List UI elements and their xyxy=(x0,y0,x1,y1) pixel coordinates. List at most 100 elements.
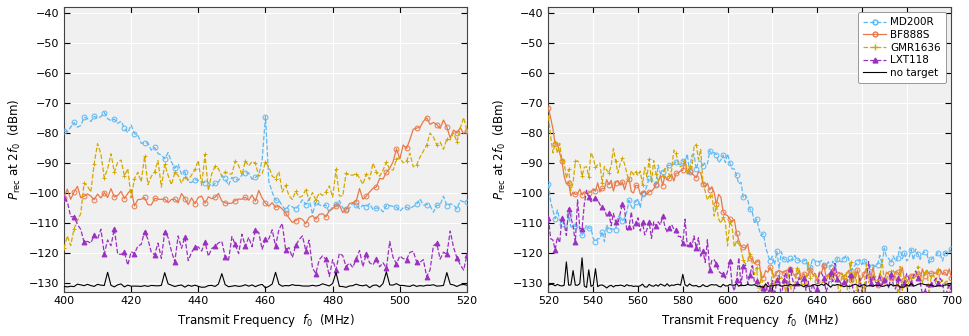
GMR1636 xyxy=(461,129,473,133)
MD200R xyxy=(317,204,328,208)
MD200R xyxy=(233,178,244,182)
MD200R xyxy=(577,233,588,237)
no target xyxy=(946,282,957,286)
no target xyxy=(881,283,892,287)
BF888S xyxy=(441,125,453,129)
Line: BF888S: BF888S xyxy=(61,115,469,226)
LXT118 xyxy=(330,268,342,272)
LXT118 xyxy=(461,253,473,257)
MD200R xyxy=(881,255,892,259)
no target xyxy=(578,284,590,288)
GMR1636 xyxy=(152,159,164,163)
no target xyxy=(577,256,588,260)
no target xyxy=(601,286,612,290)
Legend: MD200R, BF888S, GMR1636, LXT118, no target: MD200R, BF888S, GMR1636, LXT118, no targ… xyxy=(859,12,947,83)
GMR1636 xyxy=(735,247,747,251)
BF888S xyxy=(735,244,747,248)
no target xyxy=(260,286,271,290)
BF888S xyxy=(655,173,667,177)
no target xyxy=(659,284,671,288)
LXT118 xyxy=(946,291,957,295)
GMR1636 xyxy=(879,280,891,284)
no target xyxy=(230,284,241,288)
GMR1636 xyxy=(99,176,110,180)
no target xyxy=(461,283,473,287)
MD200R xyxy=(739,193,751,197)
LXT118 xyxy=(152,241,164,245)
MD200R xyxy=(102,117,113,121)
LXT118 xyxy=(657,214,669,218)
MD200R xyxy=(99,111,110,115)
MD200R xyxy=(946,247,957,251)
LXT118 xyxy=(58,196,70,200)
Line: LXT118: LXT118 xyxy=(546,188,953,303)
MD200R xyxy=(337,206,349,210)
no target xyxy=(313,283,325,287)
Line: MD200R: MD200R xyxy=(61,110,469,217)
MD200R xyxy=(655,172,667,176)
BF888S xyxy=(879,278,891,282)
BF888S xyxy=(58,196,70,200)
GMR1636 xyxy=(655,176,667,180)
BF888S xyxy=(300,221,312,225)
BF888S xyxy=(543,106,554,110)
no target xyxy=(333,284,345,288)
LXT118 xyxy=(310,271,322,276)
MD200R xyxy=(543,182,554,186)
MD200R xyxy=(603,228,614,232)
LXT118 xyxy=(230,243,241,247)
LXT118 xyxy=(737,263,749,267)
no target xyxy=(381,270,392,274)
no target xyxy=(152,284,164,288)
GMR1636 xyxy=(457,116,469,120)
no target xyxy=(608,285,619,289)
no target xyxy=(99,284,110,288)
GMR1636 xyxy=(230,159,241,163)
no target xyxy=(58,284,70,288)
X-axis label: Transmit Frequency  $f_0$  (MHz): Transmit Frequency $f_0$ (MHz) xyxy=(661,312,839,329)
Line: MD200R: MD200R xyxy=(546,148,953,273)
BF888S xyxy=(421,116,432,120)
BF888S xyxy=(333,203,345,207)
GMR1636 xyxy=(330,167,342,171)
Y-axis label: $P_{\mathrm{rec}}$ at $2f_0$  (dBm): $P_{\mathrm{rec}}$ at $2f_0$ (dBm) xyxy=(7,98,23,200)
MD200R xyxy=(58,129,70,133)
Y-axis label: $P_{\mathrm{rec}}$ at $2f_0$  (dBm): $P_{\mathrm{rec}}$ at $2f_0$ (dBm) xyxy=(491,98,508,200)
LXT118 xyxy=(99,252,110,256)
GMR1636 xyxy=(737,258,749,262)
BF888S xyxy=(577,193,588,197)
BF888S xyxy=(99,191,110,195)
LXT118 xyxy=(543,216,554,220)
BF888S xyxy=(461,129,473,133)
LXT118 xyxy=(739,263,751,267)
MD200R xyxy=(156,153,168,157)
LXT118 xyxy=(421,275,432,279)
MD200R xyxy=(461,200,473,204)
BF888S xyxy=(946,276,957,280)
LXT118 xyxy=(881,278,892,282)
MD200R xyxy=(703,149,715,153)
X-axis label: Transmit Frequency  $f_0$  (MHz): Transmit Frequency $f_0$ (MHz) xyxy=(176,312,355,329)
no target xyxy=(742,282,754,286)
MD200R xyxy=(737,196,749,200)
GMR1636 xyxy=(310,198,322,202)
MD200R xyxy=(441,204,453,208)
GMR1636 xyxy=(843,305,855,309)
BF888S xyxy=(603,183,614,187)
GMR1636 xyxy=(58,246,70,250)
no target xyxy=(441,270,453,275)
GMR1636 xyxy=(577,174,588,178)
BF888S xyxy=(152,197,164,201)
LXT118 xyxy=(859,299,870,303)
LXT118 xyxy=(438,250,450,254)
MD200R xyxy=(845,269,857,273)
no target xyxy=(739,283,751,287)
BF888S xyxy=(872,283,884,287)
BF888S xyxy=(737,245,749,249)
LXT118 xyxy=(606,224,617,228)
Line: GMR1636: GMR1636 xyxy=(546,114,953,309)
MD200R xyxy=(306,212,318,216)
Line: BF888S: BF888S xyxy=(546,106,953,288)
GMR1636 xyxy=(946,292,957,296)
BF888S xyxy=(313,212,325,216)
